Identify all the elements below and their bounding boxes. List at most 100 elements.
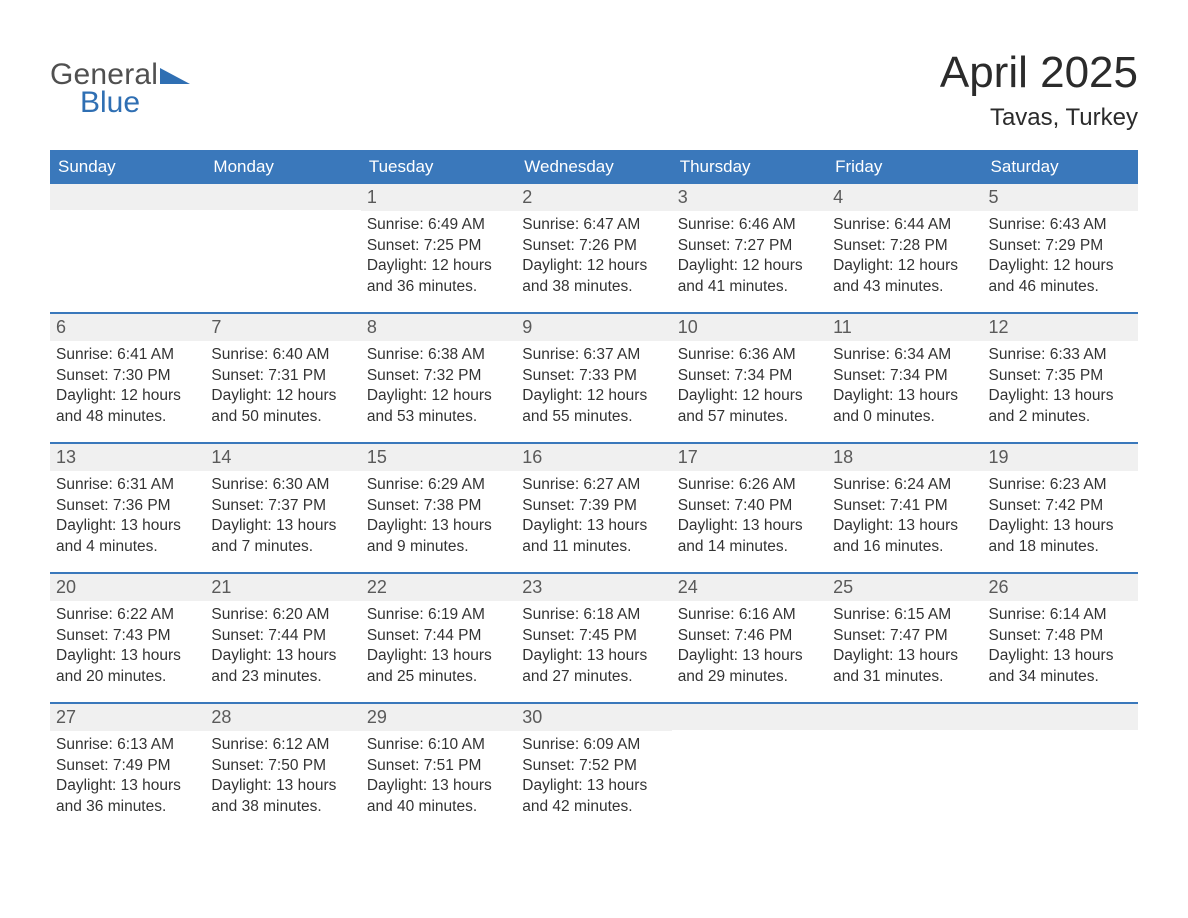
sunrise-line: Sunrise: 6:29 AM [367, 475, 510, 495]
calendar-week: 27Sunrise: 6:13 AMSunset: 7:49 PMDayligh… [50, 702, 1138, 832]
daylight-line: Daylight: 12 hours and 57 minutes. [678, 386, 821, 427]
sunset-line: Sunset: 7:44 PM [211, 626, 354, 646]
day-body: Sunrise: 6:29 AMSunset: 7:38 PMDaylight:… [361, 471, 516, 567]
brand-word2: Blue [80, 86, 140, 120]
day-number: 10 [672, 314, 827, 341]
calendar-day: 12Sunrise: 6:33 AMSunset: 7:35 PMDayligh… [983, 314, 1138, 442]
calendar-day: 30Sunrise: 6:09 AMSunset: 7:52 PMDayligh… [516, 704, 671, 832]
day-number: 24 [672, 574, 827, 601]
sunrise-line: Sunrise: 6:36 AM [678, 345, 821, 365]
day-number: 8 [361, 314, 516, 341]
sunset-line: Sunset: 7:34 PM [833, 366, 976, 386]
dow-sunday: Sunday [50, 150, 205, 184]
calendar-day: 5Sunrise: 6:43 AMSunset: 7:29 PMDaylight… [983, 184, 1138, 312]
day-number: 19 [983, 444, 1138, 471]
day-body [983, 730, 1138, 744]
sunset-line: Sunset: 7:28 PM [833, 236, 976, 256]
day-body: Sunrise: 6:43 AMSunset: 7:29 PMDaylight:… [983, 211, 1138, 307]
calendar-day: 28Sunrise: 6:12 AMSunset: 7:50 PMDayligh… [205, 704, 360, 832]
day-body: Sunrise: 6:27 AMSunset: 7:39 PMDaylight:… [516, 471, 671, 567]
calendar-day [672, 704, 827, 832]
calendar-day: 7Sunrise: 6:40 AMSunset: 7:31 PMDaylight… [205, 314, 360, 442]
day-number: 14 [205, 444, 360, 471]
day-body: Sunrise: 6:19 AMSunset: 7:44 PMDaylight:… [361, 601, 516, 697]
sunset-line: Sunset: 7:40 PM [678, 496, 821, 516]
sunset-line: Sunset: 7:52 PM [522, 756, 665, 776]
calendar-day: 29Sunrise: 6:10 AMSunset: 7:51 PMDayligh… [361, 704, 516, 832]
calendar-day: 15Sunrise: 6:29 AMSunset: 7:38 PMDayligh… [361, 444, 516, 572]
daylight-line: Daylight: 12 hours and 46 minutes. [989, 256, 1132, 297]
sunset-line: Sunset: 7:38 PM [367, 496, 510, 516]
sunrise-line: Sunrise: 6:37 AM [522, 345, 665, 365]
sunset-line: Sunset: 7:42 PM [989, 496, 1132, 516]
brand-logo: General Blue [50, 50, 190, 120]
day-body: Sunrise: 6:09 AMSunset: 7:52 PMDaylight:… [516, 731, 671, 827]
day-number: 29 [361, 704, 516, 731]
day-number: 30 [516, 704, 671, 731]
sunrise-line: Sunrise: 6:46 AM [678, 215, 821, 235]
calendar-day: 13Sunrise: 6:31 AMSunset: 7:36 PMDayligh… [50, 444, 205, 572]
daylight-line: Daylight: 13 hours and 34 minutes. [989, 646, 1132, 687]
day-number: 28 [205, 704, 360, 731]
sunset-line: Sunset: 7:43 PM [56, 626, 199, 646]
sunset-line: Sunset: 7:33 PM [522, 366, 665, 386]
day-body: Sunrise: 6:33 AMSunset: 7:35 PMDaylight:… [983, 341, 1138, 437]
day-body: Sunrise: 6:38 AMSunset: 7:32 PMDaylight:… [361, 341, 516, 437]
day-number: 25 [827, 574, 982, 601]
daylight-line: Daylight: 13 hours and 31 minutes. [833, 646, 976, 687]
day-body: Sunrise: 6:26 AMSunset: 7:40 PMDaylight:… [672, 471, 827, 567]
sunset-line: Sunset: 7:32 PM [367, 366, 510, 386]
day-body [827, 730, 982, 744]
calendar-day: 20Sunrise: 6:22 AMSunset: 7:43 PMDayligh… [50, 574, 205, 702]
calendar-week: 13Sunrise: 6:31 AMSunset: 7:36 PMDayligh… [50, 442, 1138, 572]
calendar-day: 6Sunrise: 6:41 AMSunset: 7:30 PMDaylight… [50, 314, 205, 442]
daylight-line: Daylight: 12 hours and 53 minutes. [367, 386, 510, 427]
daylight-line: Daylight: 13 hours and 36 minutes. [56, 776, 199, 817]
dow-friday: Friday [827, 150, 982, 184]
day-body: Sunrise: 6:22 AMSunset: 7:43 PMDaylight:… [50, 601, 205, 697]
day-body: Sunrise: 6:13 AMSunset: 7:49 PMDaylight:… [50, 731, 205, 827]
sunrise-line: Sunrise: 6:19 AM [367, 605, 510, 625]
brand-triangle-icon [160, 64, 190, 89]
calendar-week: 20Sunrise: 6:22 AMSunset: 7:43 PMDayligh… [50, 572, 1138, 702]
sunrise-line: Sunrise: 6:27 AM [522, 475, 665, 495]
calendar-day: 26Sunrise: 6:14 AMSunset: 7:48 PMDayligh… [983, 574, 1138, 702]
sunrise-line: Sunrise: 6:47 AM [522, 215, 665, 235]
calendar-day [827, 704, 982, 832]
day-number [50, 184, 205, 210]
calendar-day: 24Sunrise: 6:16 AMSunset: 7:46 PMDayligh… [672, 574, 827, 702]
day-number: 6 [50, 314, 205, 341]
day-number: 12 [983, 314, 1138, 341]
daylight-line: Daylight: 12 hours and 38 minutes. [522, 256, 665, 297]
sunset-line: Sunset: 7:30 PM [56, 366, 199, 386]
day-number: 11 [827, 314, 982, 341]
sunrise-line: Sunrise: 6:41 AM [56, 345, 199, 365]
daylight-line: Daylight: 13 hours and 27 minutes. [522, 646, 665, 687]
calendar-day: 22Sunrise: 6:19 AMSunset: 7:44 PMDayligh… [361, 574, 516, 702]
calendar-day: 25Sunrise: 6:15 AMSunset: 7:47 PMDayligh… [827, 574, 982, 702]
sunset-line: Sunset: 7:39 PM [522, 496, 665, 516]
day-number [672, 704, 827, 730]
daylight-line: Daylight: 13 hours and 42 minutes. [522, 776, 665, 817]
sunrise-line: Sunrise: 6:49 AM [367, 215, 510, 235]
sunrise-line: Sunrise: 6:33 AM [989, 345, 1132, 365]
calendar-week: 6 Sunrise: 6:41 AMSunset: 7:30 PM Daylight… [50, 312, 1138, 442]
sunset-line: Sunset: 7:41 PM [833, 496, 976, 516]
sunset-line: Sunset: 7:25 PM [367, 236, 510, 256]
calendar-week: 1Sunrise: 6:49 AMSunset: 7:25 PMDaylight… [50, 184, 1138, 312]
sunset-line: Sunset: 7:46 PM [678, 626, 821, 646]
day-body: Sunrise: 6:20 AMSunset: 7:44 PMDaylight:… [205, 601, 360, 697]
day-body: Sunrise: 6:16 AMSunset: 7:46 PMDaylight:… [672, 601, 827, 697]
calendar-day: 17Sunrise: 6:26 AMSunset: 7:40 PMDayligh… [672, 444, 827, 572]
sunset-line: Sunset: 7:37 PM [211, 496, 354, 516]
day-body [50, 210, 205, 224]
daylight-line: Daylight: 13 hours and 0 minutes. [833, 386, 976, 427]
day-number: 22 [361, 574, 516, 601]
daylight-line: Daylight: 13 hours and 20 minutes. [56, 646, 199, 687]
calendar-day: 3Sunrise: 6:46 AMSunset: 7:27 PMDaylight… [672, 184, 827, 312]
daylight-line: Daylight: 13 hours and 23 minutes. [211, 646, 354, 687]
calendar-day: 9Sunrise: 6:37 AMSunset: 7:33 PMDaylight… [516, 314, 671, 442]
daylight-line: Daylight: 13 hours and 11 minutes. [522, 516, 665, 557]
daylight-line: Daylight: 13 hours and 18 minutes. [989, 516, 1132, 557]
sunset-line: Sunset: 7:47 PM [833, 626, 976, 646]
